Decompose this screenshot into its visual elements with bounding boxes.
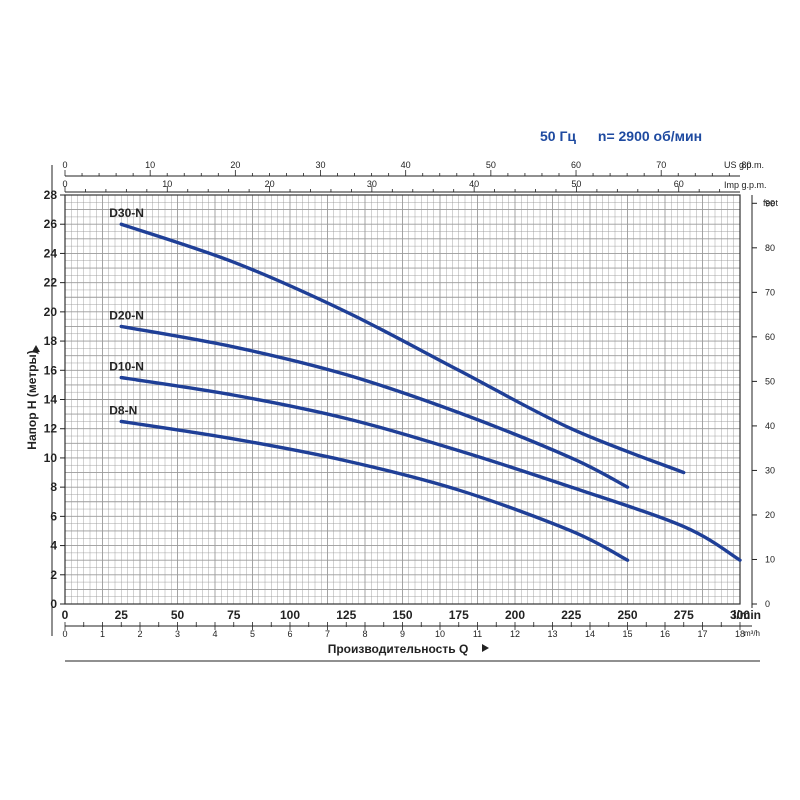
y-tick-label: 4 [50,539,57,553]
us-gpm-tick-label: 40 [401,160,411,170]
imp-gpm-tick-label: 50 [571,179,581,189]
y-tick-label: 16 [44,363,58,377]
x-tick-label: 300 [730,608,750,622]
feet-tick-label: 90 [765,198,775,208]
m3h-tick-label: 16 [660,629,670,639]
x-tick-label: 200 [505,608,525,622]
x-tick-label: 100 [280,608,300,622]
m3h-tick-label: 6 [287,629,292,639]
y-tick-label: 2 [50,568,57,582]
imp-gpm-tick-label: 10 [162,179,172,189]
chart-header: 50 Гц n= 2900 об/мин [540,128,702,144]
us-gpm-tick-label: 0 [62,160,67,170]
x-tick-label: 75 [227,608,241,622]
m3h-tick-label: 10 [435,629,445,639]
y-tick-label: 22 [44,276,58,290]
imp-gpm-unit: Imp g.p.m. [724,180,767,190]
feet-tick-label: 80 [765,243,775,253]
m3h-tick-label: 5 [250,629,255,639]
curve-label-d20-n: D20-N [109,308,144,322]
m3h-tick-label: 12 [510,629,520,639]
imp-gpm-tick-label: 30 [367,179,377,189]
us-gpm-tick-label: 50 [486,160,496,170]
imp-gpm-tick-label: 0 [62,179,67,189]
y-tick-label: 14 [44,393,58,407]
curve-label-d30-n: D30-N [109,206,144,220]
m3h-tick-label: 11 [473,629,482,639]
us-gpm-unit: US g.p.m. [724,160,764,170]
imp-gpm-tick-label: 60 [674,179,684,189]
x-tick-label: 25 [115,608,129,622]
us-gpm-tick-label: 80 [741,160,751,170]
us-gpm-tick-label: 60 [571,160,581,170]
x-axis-title: Производительность Q [328,642,469,656]
x-tick-label: 225 [561,608,581,622]
y-tick-label: 0 [50,597,57,611]
curve-d20-n [119,324,630,489]
y-tick-label: 6 [50,509,57,523]
curve-d10-n [119,375,742,562]
feet-tick-label: 0 [765,599,770,609]
m3h-unit-label: m³/h [744,629,760,638]
curve-label-d8-n: D8-N [109,403,137,417]
m3h-tick-label: 4 [212,629,217,639]
m3h-tick-label: 8 [362,629,367,639]
x-axis-arrow-icon [482,644,489,652]
us-gpm-tick-label: 70 [656,160,666,170]
curve-d30-n [119,222,686,475]
y-axis-arrow-icon [32,345,40,352]
y-tick-label: 10 [44,451,58,465]
us-gpm-tick-label: 30 [316,160,326,170]
us-gpm-tick-label: 10 [145,160,155,170]
m3h-tick-label: 7 [325,629,330,639]
imp-gpm-tick-label: 40 [469,179,479,189]
m3h-tick-label: 1 [100,629,105,639]
m3h-tick-label: 13 [547,629,557,639]
imp-gpm-tick-label: 20 [265,179,275,189]
x-tick-label: 125 [336,608,356,622]
frequency-label: 50 Гц [540,128,577,144]
x-unit-label: l/min [733,608,761,622]
m3h-tick-label: 9 [400,629,405,639]
y-tick-label: 24 [44,246,58,260]
y-tick-label: 8 [50,480,57,494]
x-tick-label: 175 [449,608,469,622]
x-tick-label: 50 [171,608,185,622]
us-gpm-tick-label: 20 [230,160,240,170]
feet-tick-label: 30 [765,465,775,475]
x-tick-label: 150 [392,608,412,622]
feet-tick-label: 60 [765,332,775,342]
x-tick-label: 0 [62,608,69,622]
m3h-tick-label: 14 [585,629,595,639]
feet-tick-label: 70 [765,287,775,297]
curve-d8-n [119,419,630,562]
y-tick-label: 12 [44,422,58,436]
m3h-tick-label: 18 [735,629,745,639]
m3h-tick-label: 2 [137,629,142,639]
y-tick-label: 28 [44,188,58,202]
right-axis-unit: feet [763,198,779,208]
speed-label: n= 2900 об/мин [597,128,703,144]
y-tick-label: 26 [44,217,58,231]
x-tick-label: 250 [617,608,637,622]
y-tick-label: 18 [44,334,58,348]
m3h-tick-label: 0 [62,629,67,639]
curve-label-d10-n: D10-N [109,360,144,374]
x-tick-label: 275 [674,608,694,622]
m3h-tick-label: 17 [697,629,707,639]
m3h-tick-label: 3 [175,629,180,639]
feet-tick-label: 20 [765,510,775,520]
feet-tick-label: 50 [765,376,775,386]
m3h-tick-label: 15 [622,629,632,639]
feet-tick-label: 40 [765,421,775,431]
y-axis-title: Напор H (метры) [25,350,39,449]
y-tick-label: 20 [44,305,58,319]
feet-tick-label: 10 [765,554,775,564]
